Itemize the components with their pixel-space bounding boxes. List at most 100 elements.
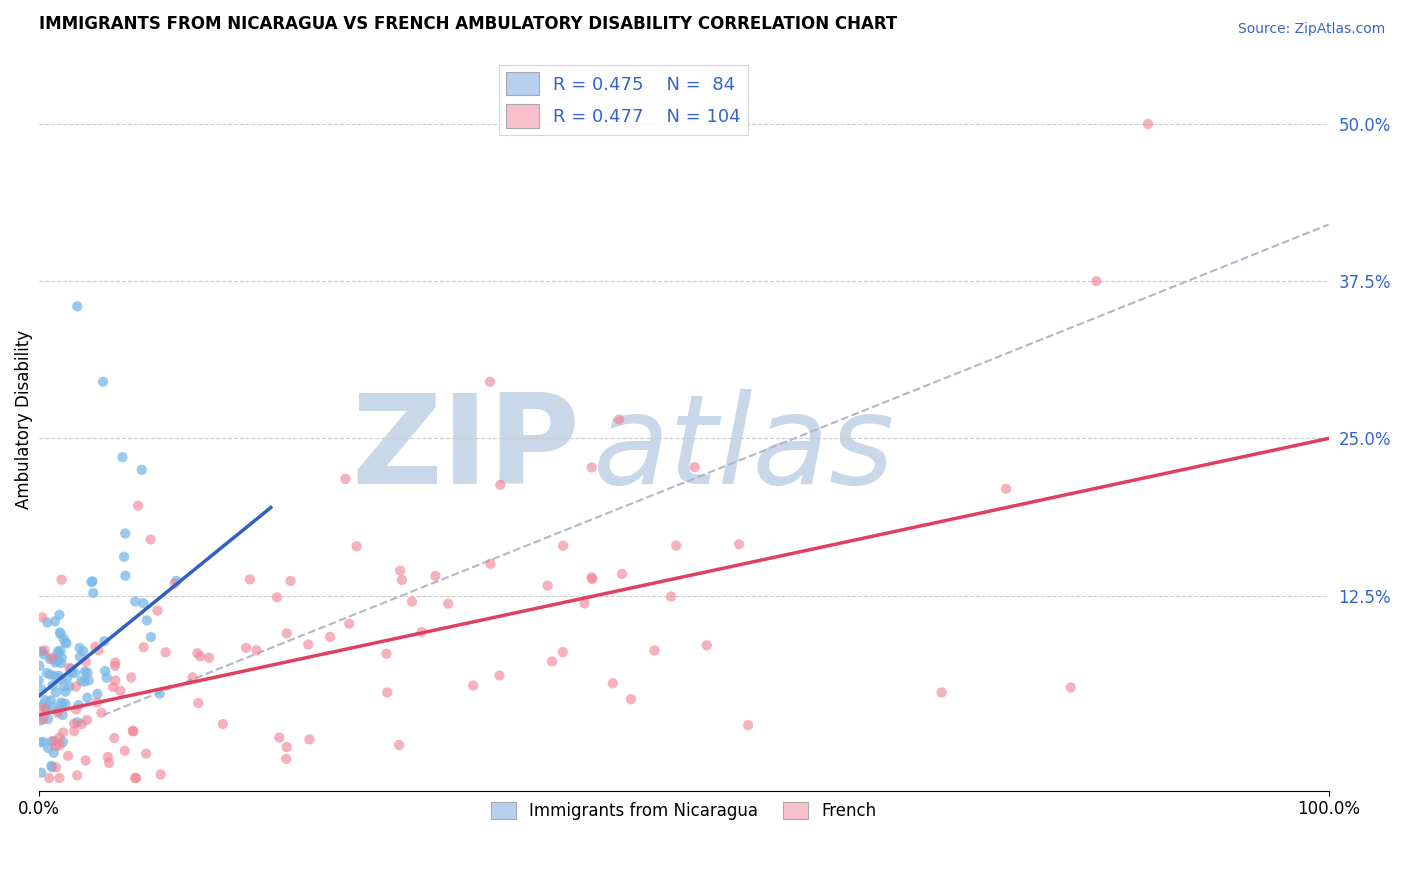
Point (375, 685, 398, 699)
Point (111, 450, 134, 465)
Point (163, 576, 186, 591)
Point (48, 647, 70, 661)
Point (51, 697, 73, 711)
Point (72, 644, 94, 658)
Point (35, 701, 58, 715)
Point (69, 640, 91, 655)
Point (335, 472, 357, 486)
Point (30, 735, 52, 749)
Point (149, 687, 172, 701)
Point (104, 659, 127, 673)
Point (70, 673, 93, 688)
Point (463, 679, 485, 693)
Point (120, 670, 142, 684)
Point (90, 706, 112, 720)
Point (104, 656, 127, 670)
Point (63, 666, 86, 681)
Point (48, 731, 70, 745)
Point (52, 735, 75, 749)
Point (276, 752, 298, 766)
Point (84, 640, 107, 654)
Point (401, 594, 423, 608)
Point (375, 647, 398, 661)
Point (55, 697, 77, 711)
Point (51, 650, 73, 665)
Point (46, 654, 69, 668)
Point (132, 640, 155, 655)
Point (319, 630, 342, 644)
Point (56, 748, 79, 763)
Point (696, 638, 718, 652)
Point (53, 685, 76, 699)
Point (41, 734, 63, 748)
Point (30, 682, 52, 697)
Point (37, 712, 59, 726)
Point (488, 668, 510, 682)
Point (46, 706, 69, 720)
Point (188, 649, 211, 664)
Point (28, 658, 51, 673)
Point (931, 685, 953, 699)
Point (122, 724, 145, 739)
Point (30, 701, 52, 715)
Point (131, 463, 153, 477)
Point (98, 756, 121, 770)
Point (38, 771, 60, 785)
Point (30, 714, 52, 728)
Point (114, 744, 136, 758)
Point (48, 739, 70, 753)
Point (75, 754, 97, 768)
Point (87, 643, 110, 657)
Point (186, 646, 208, 660)
Point (266, 591, 288, 605)
Point (58, 680, 80, 694)
Point (411, 625, 433, 640)
Point (280, 574, 302, 588)
Point (37, 741, 59, 756)
Point (391, 573, 413, 587)
Legend: Immigrants from Nicaragua, French: Immigrants from Nicaragua, French (484, 796, 883, 827)
Point (45, 739, 67, 753)
Point (65, 680, 87, 694)
Point (77, 673, 100, 688)
Point (581, 570, 603, 584)
Point (114, 526, 136, 541)
Point (82, 586, 104, 600)
Point (76, 713, 98, 727)
Point (46, 704, 69, 718)
Point (574, 596, 596, 610)
Point (27, 673, 49, 688)
Point (38, 652, 60, 666)
Point (70, 717, 93, 731)
Point (65, 702, 87, 716)
Point (73, 674, 96, 689)
Point (149, 767, 172, 781)
Point (41, 760, 63, 774)
Point (31, 644, 53, 658)
Point (94, 664, 117, 678)
Text: Source: ZipAtlas.com: Source: ZipAtlas.com (1237, 22, 1385, 37)
Point (97, 750, 120, 764)
Point (1137, 117, 1160, 131)
Point (66, 715, 89, 730)
Point (60, 665, 83, 680)
Point (620, 692, 643, 706)
Point (30, 765, 52, 780)
Point (346, 539, 368, 553)
Point (32, 647, 55, 661)
Point (135, 614, 157, 628)
Point (48, 669, 70, 683)
Point (276, 626, 298, 640)
Point (42, 734, 65, 748)
Point (52, 632, 75, 646)
Point (155, 645, 177, 659)
Point (995, 482, 1018, 496)
Point (146, 603, 169, 617)
Point (58, 661, 80, 675)
Point (34, 643, 56, 657)
Point (44, 656, 66, 670)
Point (63, 716, 86, 731)
Point (245, 643, 267, 657)
Point (581, 460, 603, 475)
Point (553, 539, 575, 553)
